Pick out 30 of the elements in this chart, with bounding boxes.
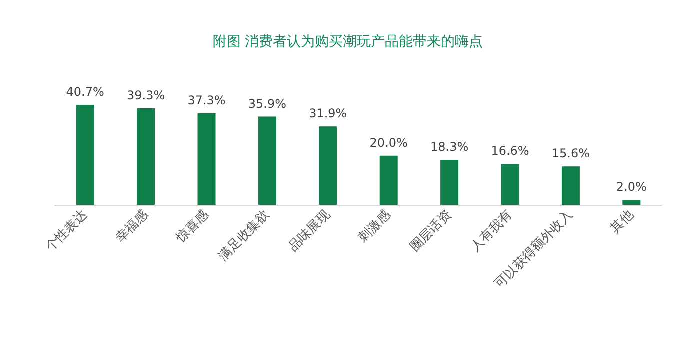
x-tick-label: 品味展现 [286,208,334,256]
data-label: 16.6% [491,144,530,158]
bar [501,164,520,205]
x-tick-label: 满足收集欲 [216,208,273,264]
data-label: 2.0% [616,180,647,194]
data-label: 37.3% [188,93,226,108]
bar [562,166,580,205]
x-tick-label: 其他 [608,208,637,237]
x-tick-label: 人有我有 [468,208,516,256]
x-tick-label: 个性表达 [43,208,91,256]
x-tick-label: 惊喜感 [172,206,212,247]
x-tick-label: 幸福感 [113,208,152,246]
bar [319,126,338,205]
data-label: 35.9% [248,96,287,111]
chart-title: 附图 消费者认为购买潮玩产品能带来的嗨点 [212,34,484,50]
bar [76,105,94,205]
data-label: 18.3% [430,140,469,154]
bar [137,108,156,205]
data-label: 31.9% [309,106,348,121]
data-label: 40.7% [66,85,104,99]
bar [380,156,398,205]
bar [198,113,216,205]
bar [622,200,641,205]
data-label: 20.0% [370,136,408,150]
data-label: 39.3% [126,88,166,102]
bar [440,160,459,205]
x-tick-label: 圈层话资 [407,208,455,256]
x-tick-label: 刺激感 [356,208,394,246]
bar [258,116,276,205]
data-label: 15.6% [552,146,590,161]
